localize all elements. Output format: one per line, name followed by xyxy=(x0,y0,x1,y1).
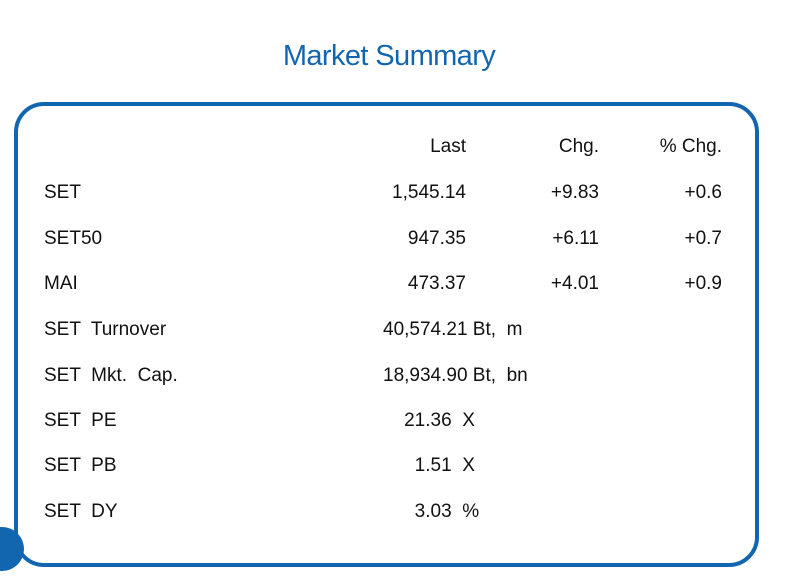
row-name: MAI xyxy=(44,273,78,294)
header-last: Last xyxy=(430,136,466,157)
row-last: 473.37 xyxy=(407,273,466,294)
stat-name: SET PE xyxy=(44,410,117,431)
stat-name: SET PB xyxy=(44,455,117,476)
row-last: 947.35 xyxy=(407,228,466,249)
stat-value: 3.03 % xyxy=(383,501,480,522)
stat-name: SET Mkt. Cap. xyxy=(44,365,178,386)
table-row: MAI 473.37 +4.01 +0.9 xyxy=(0,271,792,297)
row-pct: +0.9 xyxy=(684,273,722,294)
stat-row: SET DY 3.03 % xyxy=(0,499,792,525)
stat-row: SET Turnover 40,574.21 Bt, m xyxy=(0,317,792,343)
stat-name: SET DY xyxy=(44,501,118,522)
stat-name: SET Turnover xyxy=(44,319,167,340)
row-name: SET xyxy=(44,182,81,203)
row-pct: +0.7 xyxy=(684,228,722,249)
stat-value: 21.36 X xyxy=(383,410,475,431)
table-row: SET50 947.35 +6.11 +0.7 xyxy=(0,226,792,252)
row-name: SET50 xyxy=(44,228,103,249)
page-title: Market Summary xyxy=(282,40,496,72)
stat-value: 1.51 X xyxy=(383,455,475,476)
stat-value: 40,574.21 Bt, m xyxy=(383,319,523,340)
stat-row: SET PE 21.36 X xyxy=(0,408,792,434)
row-chg: +4.01 xyxy=(550,273,599,294)
table-header: Last Chg. % Chg. xyxy=(0,134,792,160)
stat-value: 18,934.90 Bt, bn xyxy=(383,365,528,386)
header-chg: Chg. xyxy=(558,136,599,157)
row-chg: +9.83 xyxy=(550,182,599,203)
row-chg: +6.11 xyxy=(552,228,599,249)
market-summary-panel xyxy=(14,102,759,567)
row-last: 1,545.14 xyxy=(392,182,466,203)
stat-row: SET Mkt. Cap. 18,934.90 Bt, bn xyxy=(0,363,792,389)
stat-row: SET PB 1.51 X xyxy=(0,453,792,479)
header-pct-chg: % Chg. xyxy=(659,136,722,157)
row-pct: +0.6 xyxy=(684,182,722,203)
table-row: SET 1,545.14 +9.83 +0.6 xyxy=(0,180,792,206)
